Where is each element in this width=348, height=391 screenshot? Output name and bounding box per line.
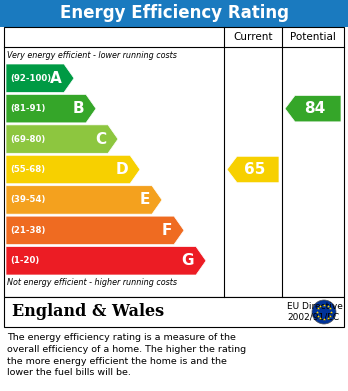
Text: G: G <box>182 253 194 268</box>
Bar <box>4 297 344 327</box>
Polygon shape <box>6 247 206 275</box>
Circle shape <box>312 300 336 324</box>
Text: Energy Efficiency Rating: Energy Efficiency Rating <box>60 5 288 23</box>
Polygon shape <box>285 95 341 122</box>
Text: A: A <box>50 71 62 86</box>
Text: Very energy efficient - lower running costs: Very energy efficient - lower running co… <box>7 51 177 60</box>
Text: (81-91): (81-91) <box>10 104 45 113</box>
Text: (1-20): (1-20) <box>10 256 39 265</box>
Text: The energy efficiency rating is a measure of the
overall efficiency of a home. T: The energy efficiency rating is a measur… <box>7 333 246 377</box>
Polygon shape <box>6 216 184 245</box>
Polygon shape <box>6 64 74 92</box>
Bar <box>4 27 344 297</box>
Text: E: E <box>140 192 150 208</box>
Bar <box>0 0 348 27</box>
Text: (55-68): (55-68) <box>10 165 45 174</box>
Text: B: B <box>72 101 84 116</box>
Text: England & Wales: England & Wales <box>12 303 164 321</box>
Text: 65: 65 <box>244 162 266 177</box>
Text: 84: 84 <box>304 101 326 116</box>
Text: Potential: Potential <box>290 32 336 42</box>
Text: F: F <box>161 223 172 238</box>
Polygon shape <box>6 155 140 184</box>
Text: EU Directive
2002/91/EC: EU Directive 2002/91/EC <box>287 302 343 322</box>
Polygon shape <box>6 95 96 123</box>
Text: D: D <box>116 162 128 177</box>
Polygon shape <box>227 156 279 183</box>
Text: (21-38): (21-38) <box>10 226 45 235</box>
Text: (39-54): (39-54) <box>10 196 45 204</box>
Text: Current: Current <box>233 32 273 42</box>
Polygon shape <box>6 186 162 214</box>
Text: C: C <box>95 131 106 147</box>
Text: (92-100): (92-100) <box>10 74 51 83</box>
Text: Not energy efficient - higher running costs: Not energy efficient - higher running co… <box>7 278 177 287</box>
Polygon shape <box>6 125 118 153</box>
Text: (69-80): (69-80) <box>10 135 45 143</box>
